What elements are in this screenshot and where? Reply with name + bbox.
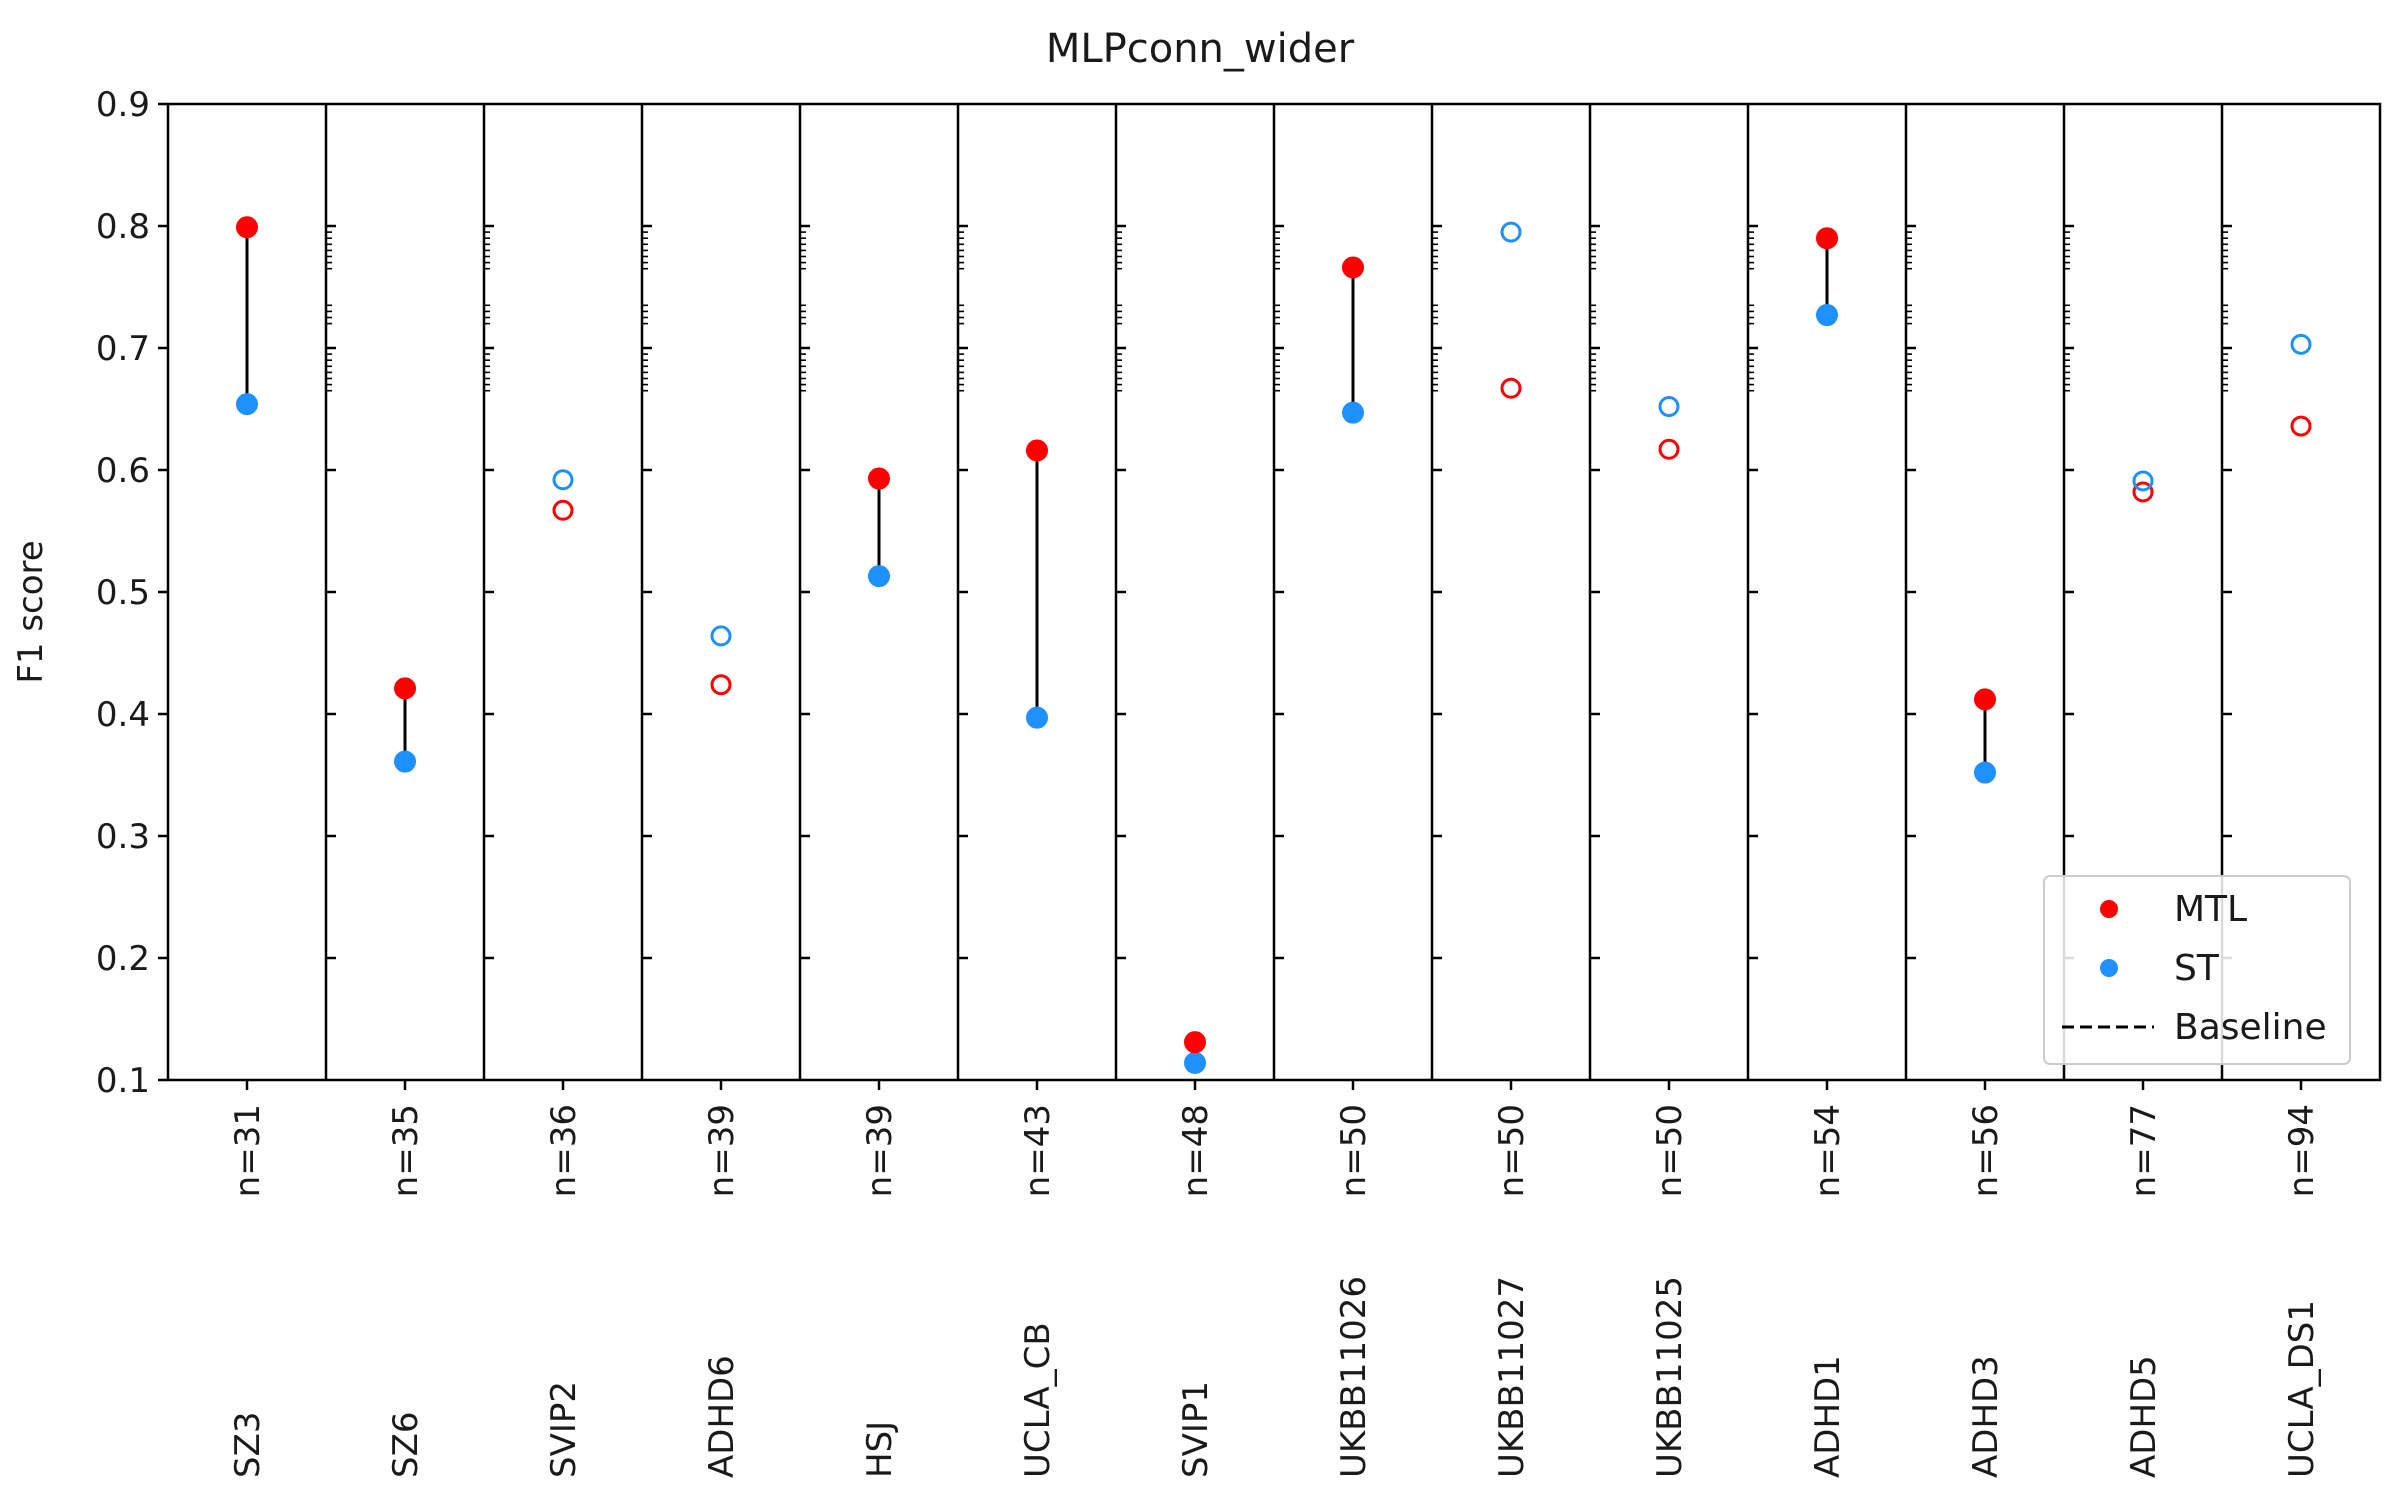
sample-size-label: n=50 <box>1334 1104 1374 1197</box>
mtl-point <box>1500 377 1522 399</box>
sample-size-label: n=94 <box>2282 1104 2322 1197</box>
legend-mtl-marker <box>2100 900 2118 918</box>
panel-adhd3: n=56 ADHD3 <box>1904 104 2006 1478</box>
mtl-point <box>394 677 416 700</box>
y-tick-label: 0.3 <box>96 817 150 857</box>
sample-size-label: n=39 <box>860 1104 900 1197</box>
panel-ukbb11025: n=50 UKBB11025 <box>1588 104 1690 1478</box>
sample-size-label: n=50 <box>1492 1104 1532 1197</box>
plot-frame <box>166 102 2382 1082</box>
st-point <box>1500 221 1522 243</box>
st-point <box>1026 706 1048 729</box>
y-tick-label: 0.6 <box>96 451 150 491</box>
site-label: ADHD1 <box>1808 1355 1848 1478</box>
mtl-point <box>1658 438 1680 460</box>
mtl-point <box>2132 481 2154 503</box>
st-point <box>1184 1051 1206 1074</box>
site-label: ADHD6 <box>702 1355 742 1478</box>
y-tick-label: 0.5 <box>96 573 150 613</box>
site-label: SZ6 <box>386 1411 426 1478</box>
mtl-point <box>552 499 574 521</box>
panel-adhd6: n=39 ADHD6 <box>640 104 742 1478</box>
mtl-point <box>1816 227 1838 250</box>
sample-size-label: n=77 <box>2124 1104 2164 1197</box>
y-axis-label: F1 score <box>11 540 51 683</box>
st-point <box>394 750 416 773</box>
sample-size-label: n=43 <box>1018 1104 1058 1197</box>
panel-ucla_cb: n=43 UCLA_CB <box>956 104 1058 1478</box>
y-tick-label: 0.4 <box>96 695 150 735</box>
st-point <box>1658 396 1680 418</box>
sample-size-label: n=36 <box>544 1104 584 1197</box>
legend: MTL ST Baseline <box>2043 875 2351 1065</box>
st-point <box>2290 333 2312 355</box>
site-label: UKBB11027 <box>1492 1276 1532 1478</box>
mtl-point <box>1184 1031 1206 1054</box>
panel-sz3: n=31 SZ3 <box>228 216 268 1478</box>
sample-size-label: n=56 <box>1966 1104 2006 1197</box>
site-label: SVIP1 <box>1176 1381 1216 1478</box>
st-point <box>236 393 258 416</box>
panel-sz6: n=35 SZ6 <box>324 104 426 1478</box>
st-point <box>1342 401 1364 424</box>
panel-svip1: n=48 SVIP1 <box>1114 104 1216 1478</box>
sample-size-label: n=48 <box>1176 1104 1216 1197</box>
panel-ukbb11026: n=50 UKBB11026 <box>1272 104 1374 1478</box>
mtl-point <box>710 674 732 696</box>
site-label: UKBB11026 <box>1334 1276 1374 1478</box>
st-point <box>710 625 732 647</box>
panels-layer: n=31SZ3n=35SZ6n=36SVIP2n=39ADHD6n=39HSJn… <box>228 104 2322 1478</box>
site-label: UCLA_CB <box>1018 1322 1058 1478</box>
site-label: UKBB11025 <box>1650 1276 1690 1478</box>
site-label: ADHD3 <box>1966 1355 2006 1478</box>
legend-st-marker <box>2100 959 2118 977</box>
y-tick-label: 0.8 <box>96 207 150 247</box>
mtl-point <box>1974 688 1996 711</box>
y-tick-label: 0.1 <box>96 1061 150 1101</box>
mtl-point <box>236 216 258 239</box>
mtl-point <box>2290 415 2312 437</box>
st-point <box>552 469 574 491</box>
st-point <box>1816 304 1838 327</box>
y-tick-label: 0.9 <box>96 85 150 125</box>
y-tick-label: 0.2 <box>96 939 150 979</box>
legend-label: Baseline <box>2174 1007 2327 1048</box>
y-tick-label: 0.7 <box>96 329 150 369</box>
panel-adhd1: n=54 ADHD1 <box>1746 104 1848 1478</box>
panel-ucla_ds1: n=94 UCLA_DS1 <box>2220 104 2322 1478</box>
panel-ukbb11027: n=50 UKBB11027 <box>1430 104 1532 1478</box>
legend-box <box>2043 875 2351 1065</box>
site-label: UCLA_DS1 <box>2282 1300 2322 1478</box>
site-label: SVIP2 <box>544 1381 584 1478</box>
mtl-point <box>868 467 890 490</box>
mtl-point <box>1026 439 1048 462</box>
legend-label: MTL <box>2174 889 2247 930</box>
legend-label: ST <box>2174 948 2220 989</box>
site-label: SZ3 <box>228 1411 268 1478</box>
chart-title: MLPconn_wider <box>1046 26 1355 72</box>
panel-svip2: n=36 SVIP2 <box>482 104 584 1478</box>
sample-size-label: n=31 <box>228 1104 268 1197</box>
sample-size-label: n=39 <box>702 1104 742 1197</box>
sample-size-label: n=35 <box>386 1104 426 1197</box>
y-axis: 0.1 0.2 0.3 0.4 0.5 0.6 0.7 0.8 0.9 <box>96 85 168 1101</box>
panel-adhd5: n=77 ADHD5 <box>2062 104 2164 1478</box>
site-label: HSJ <box>860 1421 900 1478</box>
panel-hsj: n=39 HSJ <box>798 104 900 1478</box>
sample-size-label: n=50 <box>1650 1104 1690 1197</box>
st-point <box>2132 470 2154 492</box>
st-point <box>1974 761 1996 784</box>
mtl-point <box>1342 256 1364 279</box>
sample-size-label: n=54 <box>1808 1104 1848 1197</box>
site-label: ADHD5 <box>2124 1355 2164 1478</box>
st-point <box>868 565 890 588</box>
